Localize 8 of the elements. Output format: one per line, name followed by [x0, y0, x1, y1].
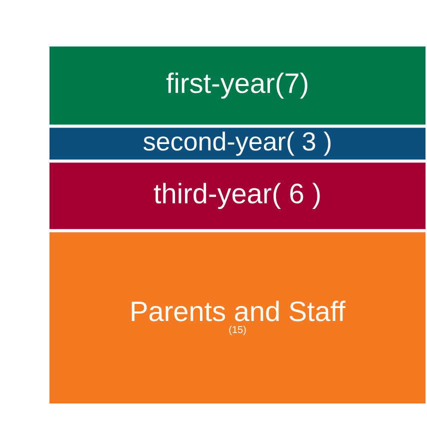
series-label: first-year	[166, 72, 274, 99]
series-label: Parents and Staff	[132, 300, 346, 322]
series-label: third-year	[154, 182, 272, 210]
data-label: ( 6 )	[273, 182, 320, 210]
data-label: (7)	[276, 72, 308, 99]
data-label: ( 3 )	[288, 132, 331, 156]
series-label: second-year	[144, 132, 286, 156]
data-label: (15)	[229, 326, 246, 336]
